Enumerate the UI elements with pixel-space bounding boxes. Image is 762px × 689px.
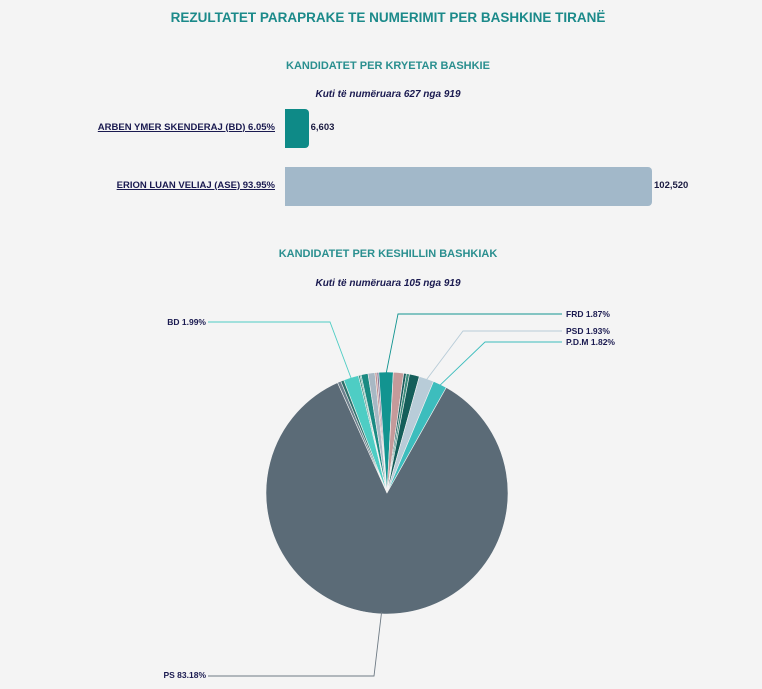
council-chart-title: KANDIDATET PER KESHILLIN BASHKIAK bbox=[278, 248, 498, 260]
bar-category-label[interactable]: ARBEN YMER SKENDERAJ (BD) 6.05% bbox=[97, 121, 275, 133]
pie-slice-label: PSD 1.93% bbox=[566, 326, 610, 336]
bar[interactable] bbox=[285, 109, 309, 148]
bar-value-label: 102,520 bbox=[654, 179, 689, 191]
bar-value-label: 6,603 bbox=[310, 121, 335, 133]
pie-leader-line bbox=[385, 313, 562, 375]
pie-slice[interactable] bbox=[340, 379, 388, 494]
bar[interactable] bbox=[285, 167, 652, 206]
pie-leader-line bbox=[208, 321, 352, 380]
pie-slice-label: P.D.M 1.82% bbox=[566, 337, 615, 347]
council-chart-subtitle: Kuti të numëruara 105 nga 919 bbox=[315, 278, 461, 289]
page-title: REZULTATET PARAPRAKE TE NUMERIMIT PER BA… bbox=[170, 10, 606, 25]
pie-leader-line bbox=[438, 341, 562, 387]
pie-slice-label: PS 83.18% bbox=[163, 670, 206, 680]
mayor-chart-subtitle: Kuti të numëruara 627 nga 919 bbox=[315, 89, 461, 100]
mayor-chart-title: KANDIDATET PER KRYETAR BASHKIE bbox=[286, 60, 490, 72]
pie-leader-line bbox=[208, 611, 383, 677]
pie-slice-label: BD 1.99% bbox=[167, 317, 206, 327]
pie-slice-label: FRD 1.87% bbox=[566, 309, 610, 319]
pie-leader-line bbox=[425, 330, 562, 381]
bar-category-label[interactable]: ERION LUAN VELIAJ (ASE) 93.95% bbox=[116, 179, 275, 191]
